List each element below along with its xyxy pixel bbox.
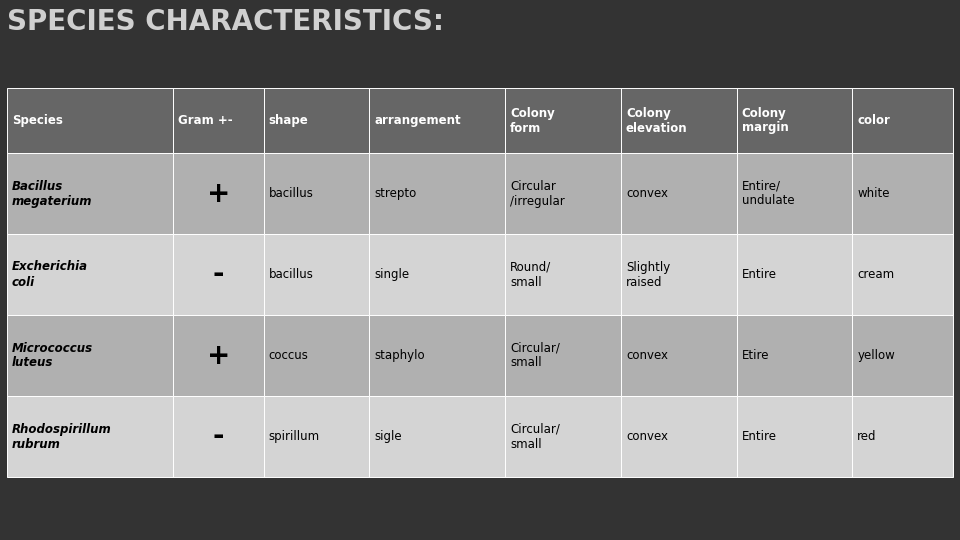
Text: convex: convex: [626, 187, 668, 200]
Bar: [173, 234, 264, 315]
Text: Excherichia
coli: Excherichia coli: [12, 260, 88, 288]
Bar: [370, 396, 505, 477]
Text: strepto: strepto: [374, 187, 417, 200]
Bar: [264, 153, 370, 234]
Text: shape: shape: [269, 114, 308, 127]
Bar: [173, 153, 264, 234]
Bar: [621, 234, 736, 315]
Text: convex: convex: [626, 430, 668, 443]
Text: arrangement: arrangement: [374, 114, 461, 127]
Text: Round/
small: Round/ small: [510, 260, 551, 288]
Text: Rhodospirillum
rubrum: Rhodospirillum rubrum: [12, 422, 111, 450]
Bar: [505, 396, 621, 477]
Bar: [173, 315, 264, 396]
Bar: [852, 234, 953, 315]
Bar: [736, 315, 852, 396]
Text: Entire: Entire: [742, 268, 777, 281]
Text: Entire/
undulate: Entire/ undulate: [742, 179, 794, 207]
Text: staphylo: staphylo: [374, 349, 425, 362]
Text: -: -: [212, 422, 224, 450]
Text: SPECIES CHARACTERISTICS:: SPECIES CHARACTERISTICS:: [7, 8, 444, 36]
Bar: [852, 315, 953, 396]
Bar: [621, 153, 736, 234]
Text: Circular/
small: Circular/ small: [510, 341, 560, 369]
Text: +: +: [206, 179, 230, 207]
Bar: [852, 88, 953, 153]
Bar: [736, 88, 852, 153]
Text: Micrococcus
luteus: Micrococcus luteus: [12, 341, 93, 369]
Bar: [736, 396, 852, 477]
Bar: [7, 234, 173, 315]
Bar: [7, 153, 173, 234]
Text: bacillus: bacillus: [269, 187, 314, 200]
Bar: [173, 396, 264, 477]
Text: -: -: [212, 260, 224, 288]
Text: single: single: [374, 268, 409, 281]
Bar: [370, 88, 505, 153]
Text: Slightly
raised: Slightly raised: [626, 260, 670, 288]
Bar: [505, 315, 621, 396]
Text: cream: cream: [857, 268, 895, 281]
Bar: [852, 153, 953, 234]
Bar: [264, 315, 370, 396]
Text: +: +: [206, 341, 230, 369]
Bar: [736, 234, 852, 315]
Bar: [370, 234, 505, 315]
Bar: [7, 88, 173, 153]
Bar: [370, 153, 505, 234]
Text: Colony
form: Colony form: [510, 106, 555, 134]
Text: Circular/
small: Circular/ small: [510, 422, 560, 450]
Text: bacillus: bacillus: [269, 268, 314, 281]
Text: color: color: [857, 114, 890, 127]
Text: red: red: [857, 430, 876, 443]
Bar: [505, 234, 621, 315]
Bar: [7, 396, 173, 477]
Bar: [736, 153, 852, 234]
Bar: [7, 315, 173, 396]
Bar: [264, 396, 370, 477]
Text: Colony
margin: Colony margin: [742, 106, 788, 134]
Text: Bacillus
megaterium: Bacillus megaterium: [12, 179, 92, 207]
Text: Etire: Etire: [742, 349, 769, 362]
Text: yellow: yellow: [857, 349, 895, 362]
Text: spirillum: spirillum: [269, 430, 320, 443]
Bar: [852, 396, 953, 477]
Bar: [505, 88, 621, 153]
Text: Entire: Entire: [742, 430, 777, 443]
Bar: [370, 315, 505, 396]
Bar: [505, 153, 621, 234]
Text: Colony
elevation: Colony elevation: [626, 106, 687, 134]
Bar: [621, 88, 736, 153]
Text: coccus: coccus: [269, 349, 308, 362]
Text: convex: convex: [626, 349, 668, 362]
Bar: [173, 88, 264, 153]
Bar: [621, 396, 736, 477]
Text: Species: Species: [12, 114, 62, 127]
Bar: [264, 88, 370, 153]
Text: sigle: sigle: [374, 430, 402, 443]
Text: Circular
/irregular: Circular /irregular: [510, 179, 564, 207]
Bar: [264, 234, 370, 315]
Text: Gram +-: Gram +-: [178, 114, 232, 127]
Text: white: white: [857, 187, 890, 200]
Bar: [621, 315, 736, 396]
